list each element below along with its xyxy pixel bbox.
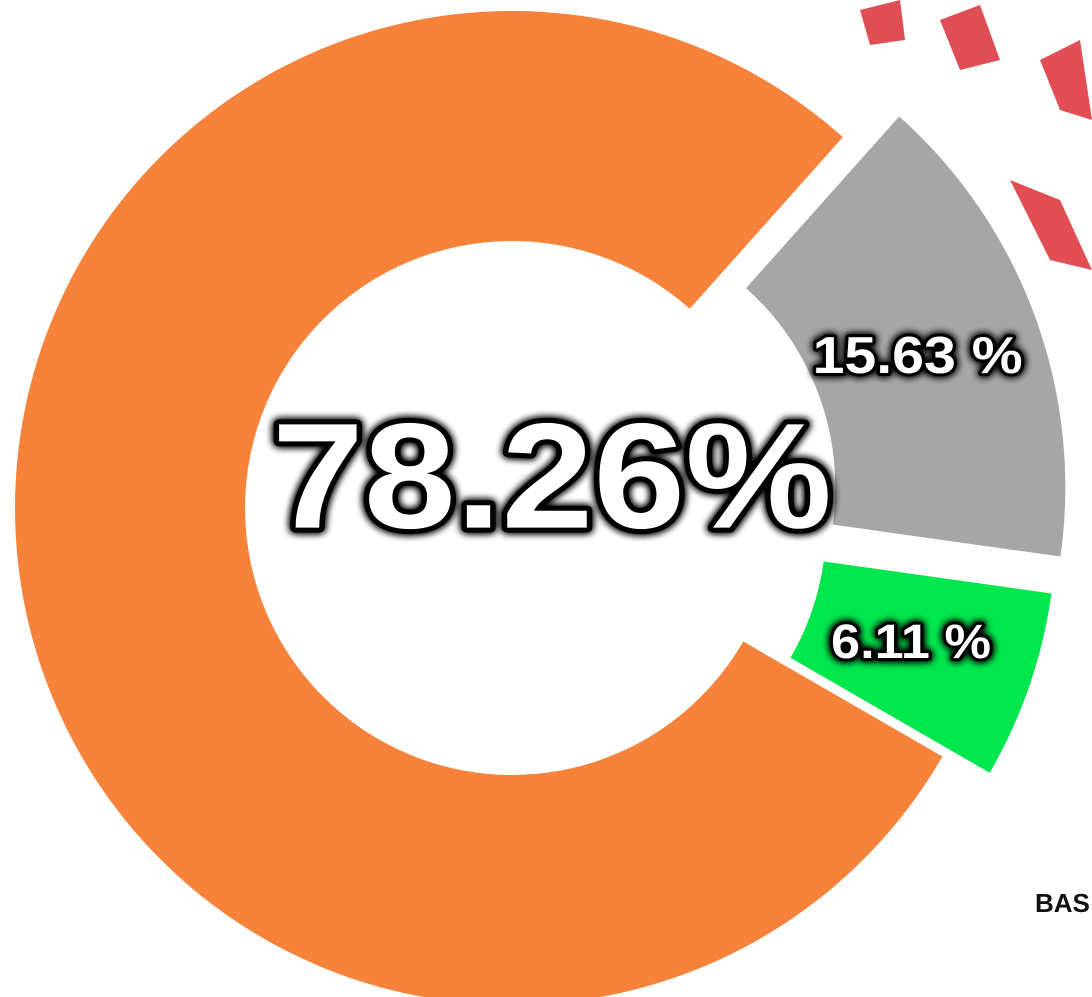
annotation: BAS xyxy=(1035,888,1090,918)
donut-slice xyxy=(790,561,1052,773)
donut xyxy=(15,11,1066,997)
value-label: 15.63 % xyxy=(813,327,1023,385)
value-label: 78.26% xyxy=(272,392,832,560)
decoration xyxy=(860,0,1092,270)
value-label: 6.11 % xyxy=(831,616,991,669)
donut-slice xyxy=(746,116,1066,557)
donut-slice xyxy=(15,11,943,997)
